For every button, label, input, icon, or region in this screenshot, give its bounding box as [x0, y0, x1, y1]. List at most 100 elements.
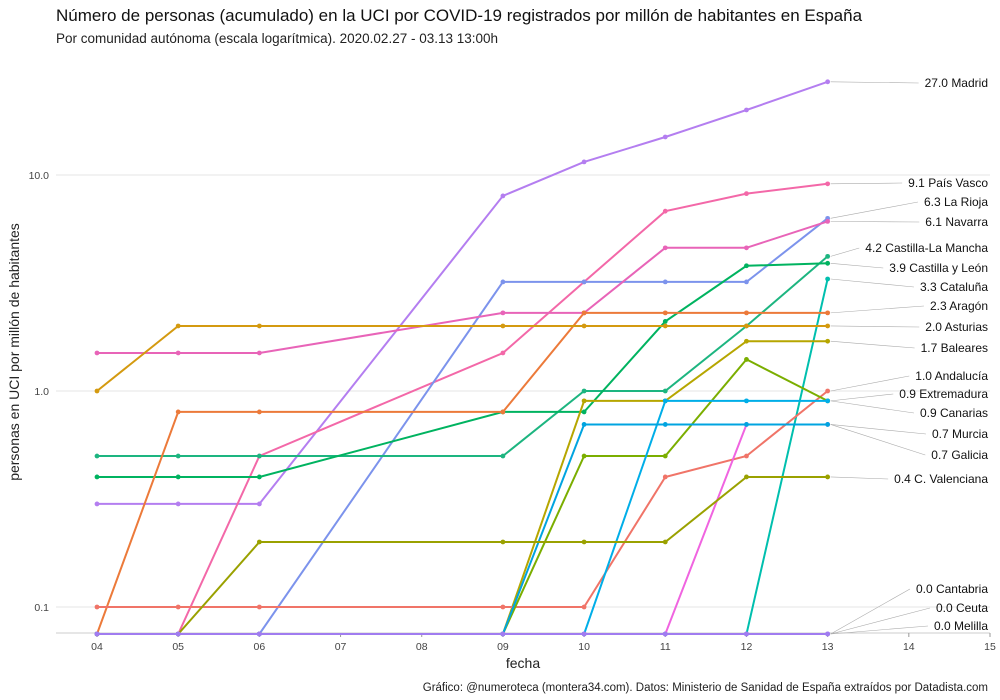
data-point: [175, 501, 181, 507]
data-point: [662, 453, 668, 459]
data-point: [825, 398, 831, 404]
data-point: [500, 539, 506, 545]
label-leader-line: [830, 340, 915, 349]
label-leader-line: [830, 424, 926, 456]
series-line-aragón: [96, 311, 828, 635]
data-point: [256, 409, 262, 415]
data-point: [825, 388, 831, 394]
data-point: [825, 323, 831, 329]
data-point: [662, 310, 668, 316]
data-point: [175, 453, 181, 459]
data-point: [256, 631, 262, 637]
data-point: [175, 474, 181, 480]
data-point: [825, 474, 831, 480]
data-point: [825, 79, 831, 85]
label-leader-line: [830, 375, 910, 392]
label-leader-line: [830, 424, 926, 435]
data-point: [662, 388, 668, 394]
chart-title: Número de personas (acumulado) en la UCI…: [56, 6, 863, 25]
data-point: [256, 501, 262, 507]
data-point: [744, 323, 749, 329]
x-tick-label: 13: [822, 641, 834, 653]
data-point: [662, 208, 668, 214]
chart-subtitle: Por comunidad autónoma (escala logarítmi…: [56, 31, 499, 46]
label-leader-line: [830, 221, 920, 223]
data-point: [94, 388, 100, 394]
data-point: [825, 218, 831, 224]
data-point: [581, 422, 587, 427]
data-point: [500, 310, 506, 316]
data-point: [581, 310, 587, 316]
x-tick-label: 07: [335, 641, 347, 653]
data-point: [500, 193, 506, 199]
x-tick-label: 05: [172, 641, 184, 653]
data-point: [744, 279, 749, 285]
series-end-label: 0.0 Melilla: [934, 619, 988, 633]
data-point: [825, 338, 831, 344]
data-point: [256, 474, 262, 480]
series-line-asturias: [96, 325, 828, 392]
data-point: [94, 501, 100, 507]
label-leader-line: [830, 278, 914, 288]
data-point: [662, 279, 668, 285]
x-tick-label: 11: [660, 641, 671, 653]
series-end-label: 1.0 Andalucía: [915, 369, 988, 383]
label-leader-line: [830, 182, 903, 185]
data-point: [825, 310, 831, 316]
series-end-label: 2.3 Aragón: [930, 299, 988, 313]
data-point: [256, 604, 262, 610]
data-point: [500, 409, 506, 415]
data-point: [256, 453, 262, 459]
data-point: [825, 181, 831, 187]
data-point: [581, 323, 587, 329]
series-end-label: 9.1 País Vasco: [908, 176, 988, 190]
data-point: [825, 253, 831, 259]
data-point: [662, 319, 668, 324]
data-point: [744, 263, 749, 269]
data-point: [662, 245, 668, 251]
data-point: [256, 323, 262, 329]
data-point: [744, 631, 749, 637]
data-point: [744, 474, 749, 480]
series-lines: [94, 79, 831, 637]
data-point: [662, 422, 668, 427]
x-tick-label: 14: [903, 641, 915, 653]
data-point: [662, 539, 668, 545]
data-point: [94, 350, 100, 356]
data-point: [256, 539, 262, 545]
data-point: [662, 398, 668, 404]
label-leader-line: [830, 325, 920, 328]
series-line-c-valenciana: [97, 476, 828, 635]
series-line-país-vasco: [97, 182, 828, 635]
end-labels: 27.0 Madrid 9.1 País Vasco 6.3 La Rioja 6.1…: [830, 76, 988, 635]
data-point: [744, 310, 749, 316]
y-axis-title: personas en UCI por millón de habitantes: [6, 223, 22, 481]
data-point: [94, 631, 100, 637]
label-leader-line: [830, 607, 931, 635]
series-end-label: 6.1 Navarra: [925, 215, 988, 229]
series-end-label: 3.9 Castilla y León: [889, 261, 988, 275]
data-point: [175, 409, 181, 415]
series-line-castilla-la-mancha: [97, 255, 829, 457]
x-tick-label: 10: [578, 641, 590, 653]
data-point: [175, 323, 181, 329]
data-point: [500, 279, 506, 285]
data-point: [744, 191, 749, 197]
series-line-navarra: [97, 220, 828, 354]
label-leader-line: [830, 625, 928, 635]
series-line-castilla-y-león: [97, 262, 828, 478]
series-end-label: 0.7 Murcia: [932, 427, 988, 441]
data-point: [175, 604, 181, 610]
series-end-label: 6.3 La Rioja: [924, 195, 988, 209]
data-point: [744, 398, 749, 404]
data-point: [581, 388, 587, 394]
data-point: [175, 350, 181, 356]
data-point: [581, 604, 587, 610]
series-end-label: 3.3 Cataluña: [920, 280, 988, 294]
data-point: [581, 631, 587, 637]
data-point: [581, 453, 587, 459]
data-point: [744, 107, 749, 113]
series-end-label: 1.7 Baleares: [921, 341, 988, 355]
series-line-baleares: [97, 340, 828, 635]
data-point: [581, 409, 587, 415]
